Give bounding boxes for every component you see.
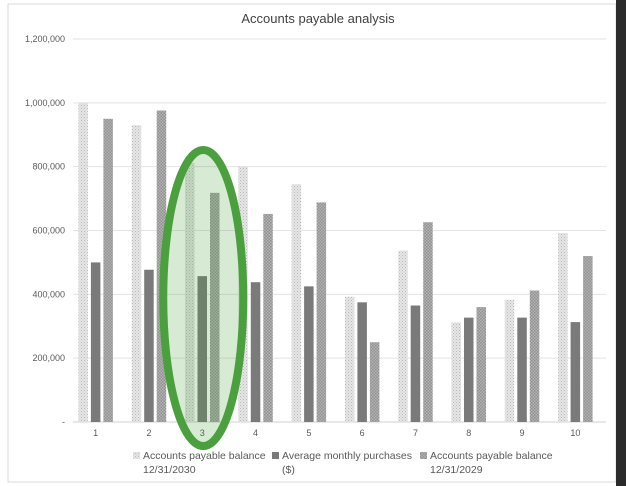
bar-series-1-cat-5 [291, 184, 302, 422]
chart-title: Accounts payable analysis [241, 11, 395, 26]
x-tick-label: 6 [360, 428, 365, 438]
x-tick-label: 9 [520, 428, 525, 438]
bar-series-3-cat-5 [316, 202, 327, 422]
legend-swatch [420, 452, 427, 459]
x-tick-label: 2 [146, 428, 151, 438]
legend-label: Accounts payable balance [143, 450, 266, 462]
bar-series-3-cat-6 [369, 342, 380, 422]
bar-series-2-cat-7 [410, 305, 421, 422]
bar-series-1-cat-3 [185, 162, 195, 422]
bar-series-2-cat-3 [197, 276, 207, 422]
bar-series-2-cat-4 [250, 282, 261, 422]
bar-series-2-cat-6 [357, 302, 367, 422]
legend-label: ($) [282, 464, 295, 476]
bar-series-1-cat-8 [451, 322, 461, 422]
bar-series-2-cat-2 [144, 269, 154, 422]
x-tick-label: 3 [200, 428, 205, 438]
legend-label: 12/31/2029 [430, 464, 483, 476]
y-tick-label: 200,000 [32, 353, 65, 363]
bar-series-1-cat-2 [131, 125, 142, 423]
bar-series-3-cat-8 [476, 307, 486, 422]
legend-label: Average monthly purchases [282, 450, 412, 462]
legend-label: Accounts payable balance [430, 450, 553, 462]
bar-series-2-cat-8 [464, 317, 474, 422]
y-tick-label: 800,000 [32, 162, 65, 172]
bar-series-1-cat-6 [344, 296, 355, 422]
x-axis-ticks: 1 2 3 4 5 6 7 8 9 10 [93, 428, 580, 438]
bar-series-2-cat-9 [517, 317, 527, 422]
bar-series-3-cat-4 [263, 213, 273, 422]
highlight-ellipse [159, 146, 248, 450]
y-tick-label: - [62, 417, 65, 427]
bars [78, 102, 593, 423]
x-tick-label: 4 [253, 428, 258, 438]
bar-series-2-cat-5 [304, 286, 314, 422]
legend-label: 12/31/2030 [143, 464, 196, 476]
x-tick-label: 10 [570, 428, 580, 438]
highlight-layer [159, 146, 248, 450]
bar-series-3-cat-7 [423, 222, 433, 422]
y-tick-label: 400,000 [32, 289, 65, 299]
x-tick-label: 1 [93, 428, 98, 438]
x-tick-label: 7 [413, 428, 418, 438]
bar-series-1-cat-9 [504, 299, 515, 422]
x-tick-label: 5 [306, 428, 311, 438]
bar-series-2-cat-1 [90, 262, 101, 422]
y-tick-label: 1,000,000 [25, 98, 65, 108]
bar-series-1-cat-1 [78, 102, 88, 422]
bar-series-2-cat-10 [570, 322, 581, 422]
bar-series-3-cat-9 [529, 290, 540, 422]
y-tick-label: 600,000 [32, 226, 65, 236]
bar-series-3-cat-1 [103, 118, 113, 423]
y-tick-label: 1,200,000 [25, 34, 65, 44]
bar-series-1-cat-10 [558, 233, 568, 422]
bar-series-3-cat-3 [210, 192, 220, 422]
bar-series-1-cat-7 [398, 250, 408, 422]
legend-swatch [133, 452, 140, 459]
legend-swatch [272, 452, 279, 459]
window-edge [616, 0, 626, 486]
x-tick-label: 8 [466, 428, 471, 438]
legend: Accounts payable balance 12/31/2030 Averag… [133, 450, 553, 476]
bar-series-3-cat-10 [583, 256, 593, 422]
y-axis-ticks: - 200,000 400,000 600,000 800,000 1,000,000 1,… [25, 34, 65, 427]
